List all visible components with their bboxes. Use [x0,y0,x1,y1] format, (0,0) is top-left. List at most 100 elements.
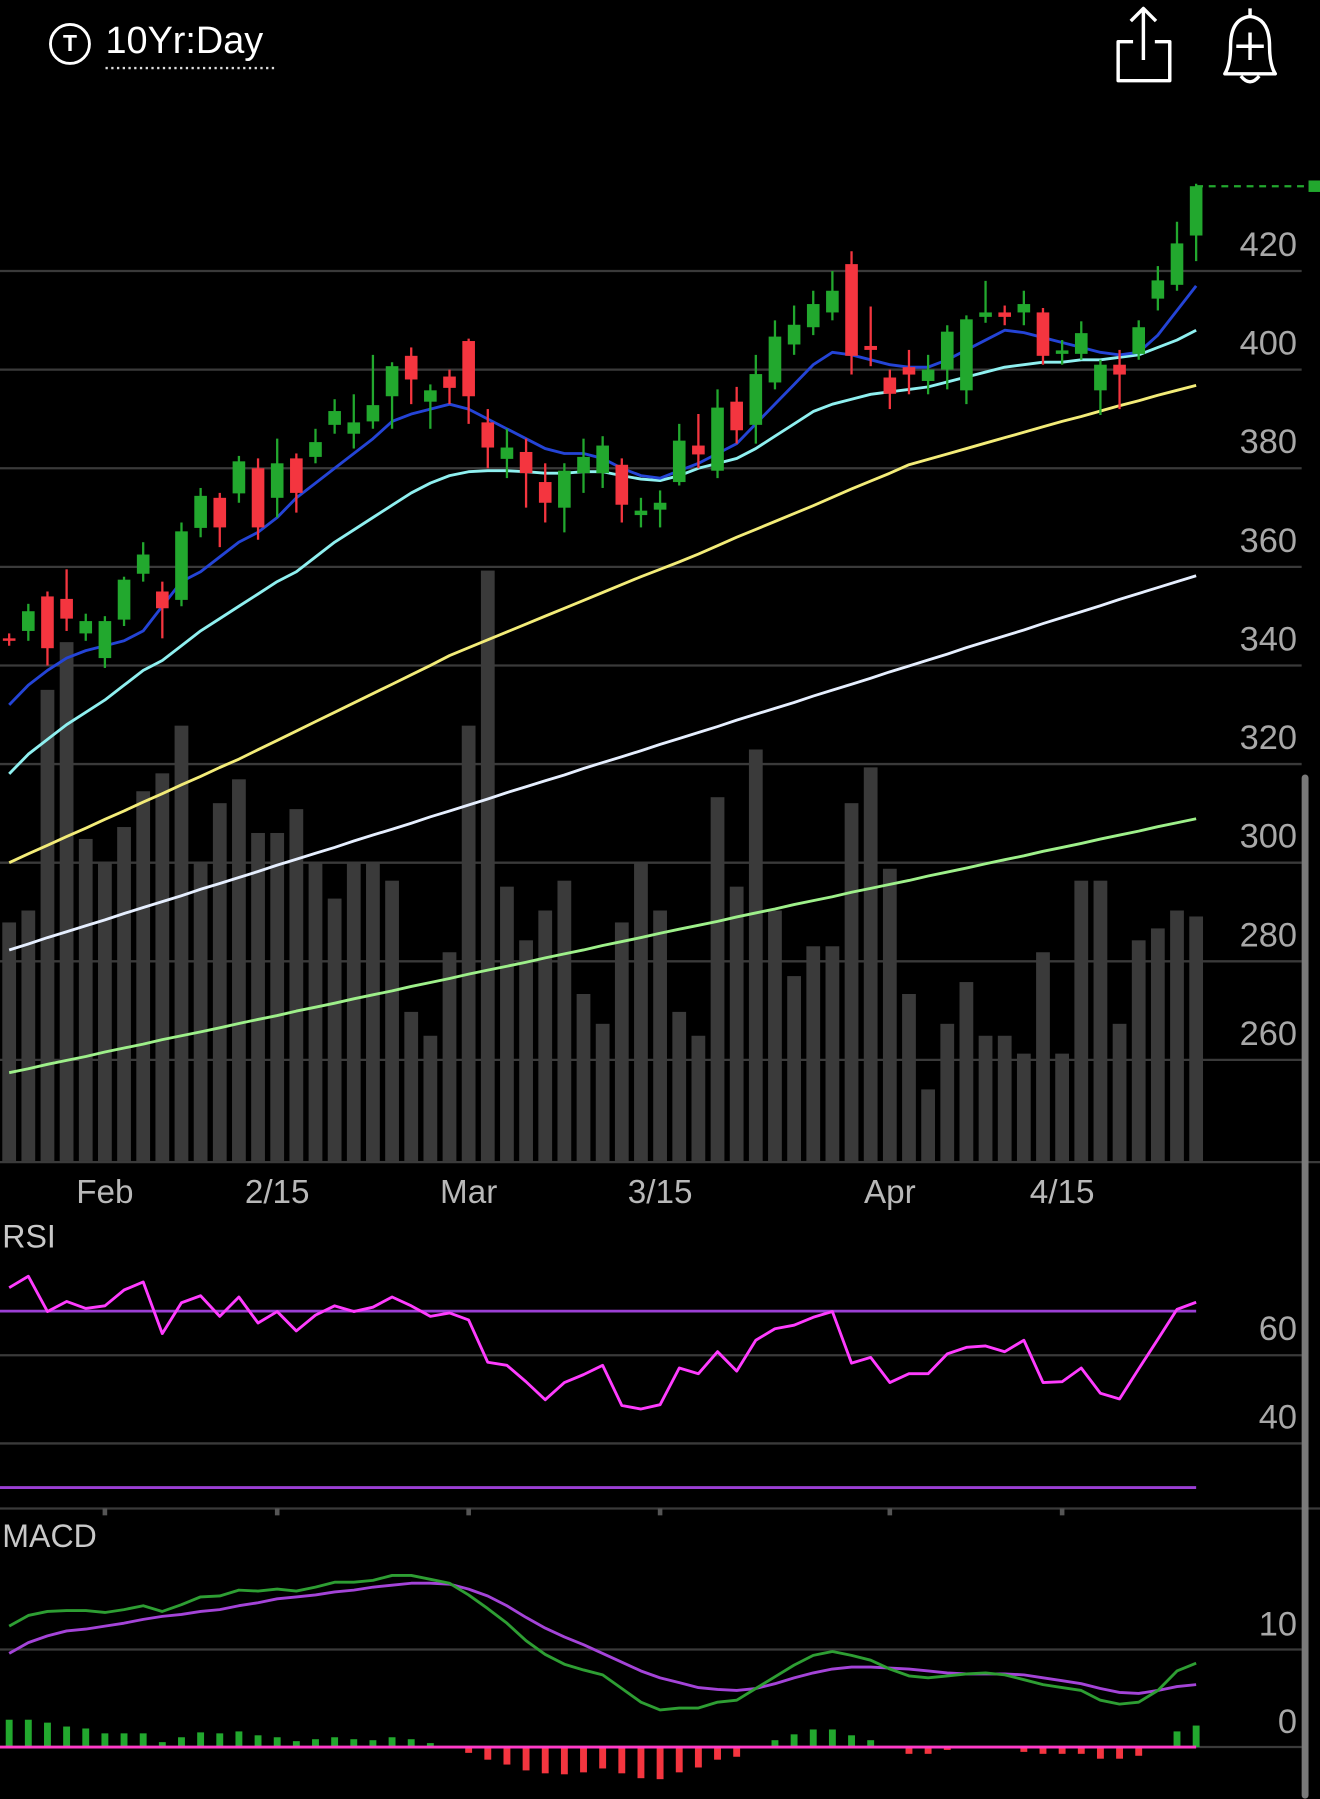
candle-body [749,374,763,425]
y-tick-label: 60 [1259,1310,1297,1348]
volume-bar [308,862,323,1161]
y-tick-label: 320 [1240,719,1297,757]
x-tick-label: 3/15 [628,1174,693,1211]
candle-body [79,621,93,634]
bell [1223,14,1277,76]
histogram-bar [560,1747,568,1775]
candle-body [347,422,361,434]
candle-body [22,611,35,631]
candle-body [366,405,380,422]
histogram-bar [82,1728,90,1748]
y-tick-label: 340 [1240,620,1297,658]
candle-body [1132,327,1146,354]
candle-body [41,596,54,649]
volume-bar [940,1023,955,1161]
volume-bar [1170,910,1184,1161]
candle-body [998,312,1012,317]
scrollbar[interactable] [1301,774,1309,1799]
candle-body [156,591,169,609]
y-tick-label: 0 [1278,1703,1297,1741]
candle-body [194,495,207,528]
volume-bar [787,976,801,1161]
macd-title: MACD [2,1518,97,1554]
candle-body [481,422,495,448]
candle-body [711,407,724,471]
candle-body [787,324,801,345]
histogram-bar [1096,1747,1104,1759]
volume-bar [289,809,304,1161]
candle-body [979,312,992,317]
histogram-bar [484,1747,492,1760]
candle-body [538,482,552,503]
histogram-bar [465,1747,473,1753]
volume-bar [729,886,744,1161]
candle-body [2,638,16,641]
volume-bar [59,642,74,1161]
candle-body [462,341,475,397]
histogram-bar [905,1747,913,1754]
candle-body [826,290,839,313]
volume-bar [882,868,897,1161]
candle-body [634,510,648,516]
volume-bar [366,862,380,1161]
histogram-bar [771,1740,779,1748]
volume-bar [404,1011,419,1161]
candle-body [213,497,227,528]
y-tick-label: 280 [1240,916,1297,954]
volume-bar [519,940,533,1161]
candle-body [577,456,590,474]
alert-button[interactable] [1223,8,1277,84]
candle-body [136,554,150,574]
share-button[interactable] [1116,6,1172,83]
candle-body [1170,243,1184,285]
candle-body [232,461,246,494]
badge-letter: T [63,30,77,56]
badge-circle [49,23,91,65]
volume-bar [1036,952,1050,1161]
y-tick-label: 300 [1240,818,1297,856]
histogram-bar [216,1733,224,1748]
volume-bar [959,982,974,1161]
volume-bar [1055,1053,1070,1161]
volume-bar [576,993,591,1161]
histogram-bar [656,1747,664,1780]
line [8,817,1197,1075]
volume-bar [385,880,399,1161]
candle-body [615,464,629,505]
volume-bar [595,1023,610,1161]
volume-bar [634,862,648,1161]
histogram-bar [809,1729,817,1748]
candle-body [385,366,399,397]
volume-bar [442,952,457,1161]
candle-body [1017,304,1031,313]
candle-body [921,369,935,381]
line [8,574,1197,952]
candle-body [730,401,743,431]
candle-body [424,390,437,402]
candle-body [845,264,858,356]
candle-body [309,442,322,457]
histogram-bar [292,1741,300,1748]
histogram-bar [407,1739,415,1748]
volume-bar [1093,880,1108,1161]
histogram-bar [828,1729,836,1748]
volume-bar [98,862,112,1161]
histogram-bar [63,1726,71,1748]
volume-bar [136,791,151,1161]
volume-bar [155,773,170,1161]
line [8,1274,1197,1411]
volume-bar [538,910,553,1161]
candle-body [1151,280,1165,299]
histogram-bar [388,1737,396,1748]
volume-bar [500,886,514,1161]
candle-body [290,458,303,493]
line [8,383,1197,864]
histogram-bar [426,1743,434,1748]
x-tick-label: Feb [76,1174,133,1211]
histogram-bar [599,1747,607,1769]
volume-bar [117,827,131,1161]
volume-bar [2,922,17,1161]
symbol-button[interactable]: T 10Yr:Day [49,20,276,70]
histogram-bar [1077,1747,1085,1754]
histogram-bar [24,1719,32,1748]
